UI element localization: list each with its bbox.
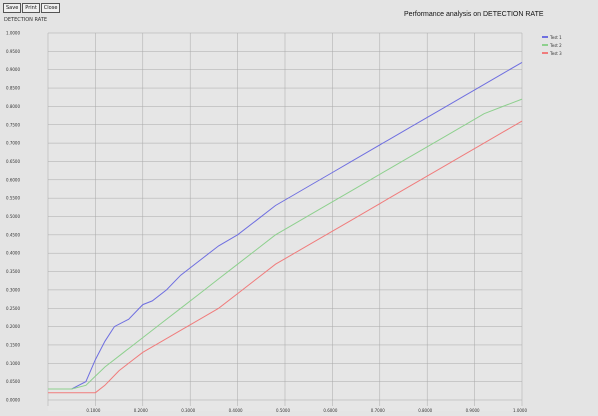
y-tick-label: 0.2000: [6, 324, 20, 329]
toolbar: Save Print Close: [3, 3, 61, 13]
legend-item-test-3: Test 3: [542, 49, 562, 57]
series-line-test-2: [48, 98, 523, 390]
y-tick-label: 0.0500: [6, 379, 20, 384]
y-tick-label: 0.3500: [6, 269, 20, 274]
y-tick-label: 0.5000: [6, 214, 20, 219]
chart-subtitle: DETECTION RATE: [4, 17, 48, 23]
x-tick-label: 0.2000: [134, 408, 148, 413]
x-tick-label: 0.6000: [323, 408, 337, 413]
y-tick-label: 1.0000: [6, 31, 20, 36]
x-tick-label: 0.5000: [276, 408, 290, 413]
x-tick-label: 0.7000: [371, 408, 385, 413]
y-tick-label: 0.1500: [6, 342, 20, 347]
legend-swatch-test-2: [542, 44, 548, 46]
legend-swatch-test-3: [542, 52, 548, 54]
y-tick-label: 0.4000: [6, 251, 20, 256]
x-tick-label: 1.0000: [513, 408, 527, 413]
x-tick-label: 0.9000: [466, 408, 480, 413]
legend: Test 1 Test 2 Test 3: [542, 33, 562, 57]
x-tick-labels: 0.1000 0.2000 0.3000 0.4000 0.5000 0.6000 0.70…: [86, 408, 527, 413]
y-tick-label: 0.4500: [6, 232, 20, 237]
y-tick-label: 0.3000: [6, 287, 20, 292]
y-tick-label: 0.2500: [6, 306, 20, 311]
legend-label-test-3: Test 3: [550, 50, 562, 56]
x-tick-label: 0.8000: [418, 408, 432, 413]
save-button[interactable]: Save: [3, 3, 22, 13]
series-line-test-1: [48, 61, 523, 390]
series-line-test-3: [48, 120, 523, 394]
grid-lines: [47, 32, 523, 406]
legend-label-test-2: Test 2: [550, 42, 562, 48]
y-tick-label: 0.8500: [6, 86, 20, 91]
series-lines: [48, 61, 523, 394]
x-tick-label: 0.3000: [181, 408, 195, 413]
y-tick-label: 0.9000: [6, 67, 20, 72]
print-button[interactable]: Print: [22, 3, 40, 13]
y-tick-label: 0.5500: [6, 196, 20, 201]
y-tick-label: 0.6000: [6, 177, 20, 182]
legend-swatch-test-1: [542, 36, 548, 38]
y-tick-label: 0.6500: [6, 159, 20, 164]
y-tick-label: 0.1000: [6, 361, 20, 366]
y-tick-labels: 0.0000 0.0500 0.1000 0.1500 0.2000 0.2500 0.30…: [6, 31, 20, 403]
x-tick-label: 0.4000: [229, 408, 243, 413]
x-tick-label: 0.1000: [86, 408, 100, 413]
legend-item-test-1: Test 1: [542, 33, 562, 41]
y-tick-label: 0.8000: [6, 104, 20, 109]
legend-item-test-2: Test 2: [542, 41, 562, 49]
legend-label-test-1: Test 1: [550, 34, 562, 40]
y-tick-label: 0.7500: [6, 122, 20, 127]
chart-title: Performance analysis on DETECTION RATE: [404, 11, 544, 18]
y-tick-label: 0.9500: [6, 49, 20, 54]
close-button[interactable]: Close: [40, 3, 61, 13]
y-tick-label: 0.7000: [6, 141, 20, 146]
y-tick-label: 0.0000: [6, 398, 20, 403]
